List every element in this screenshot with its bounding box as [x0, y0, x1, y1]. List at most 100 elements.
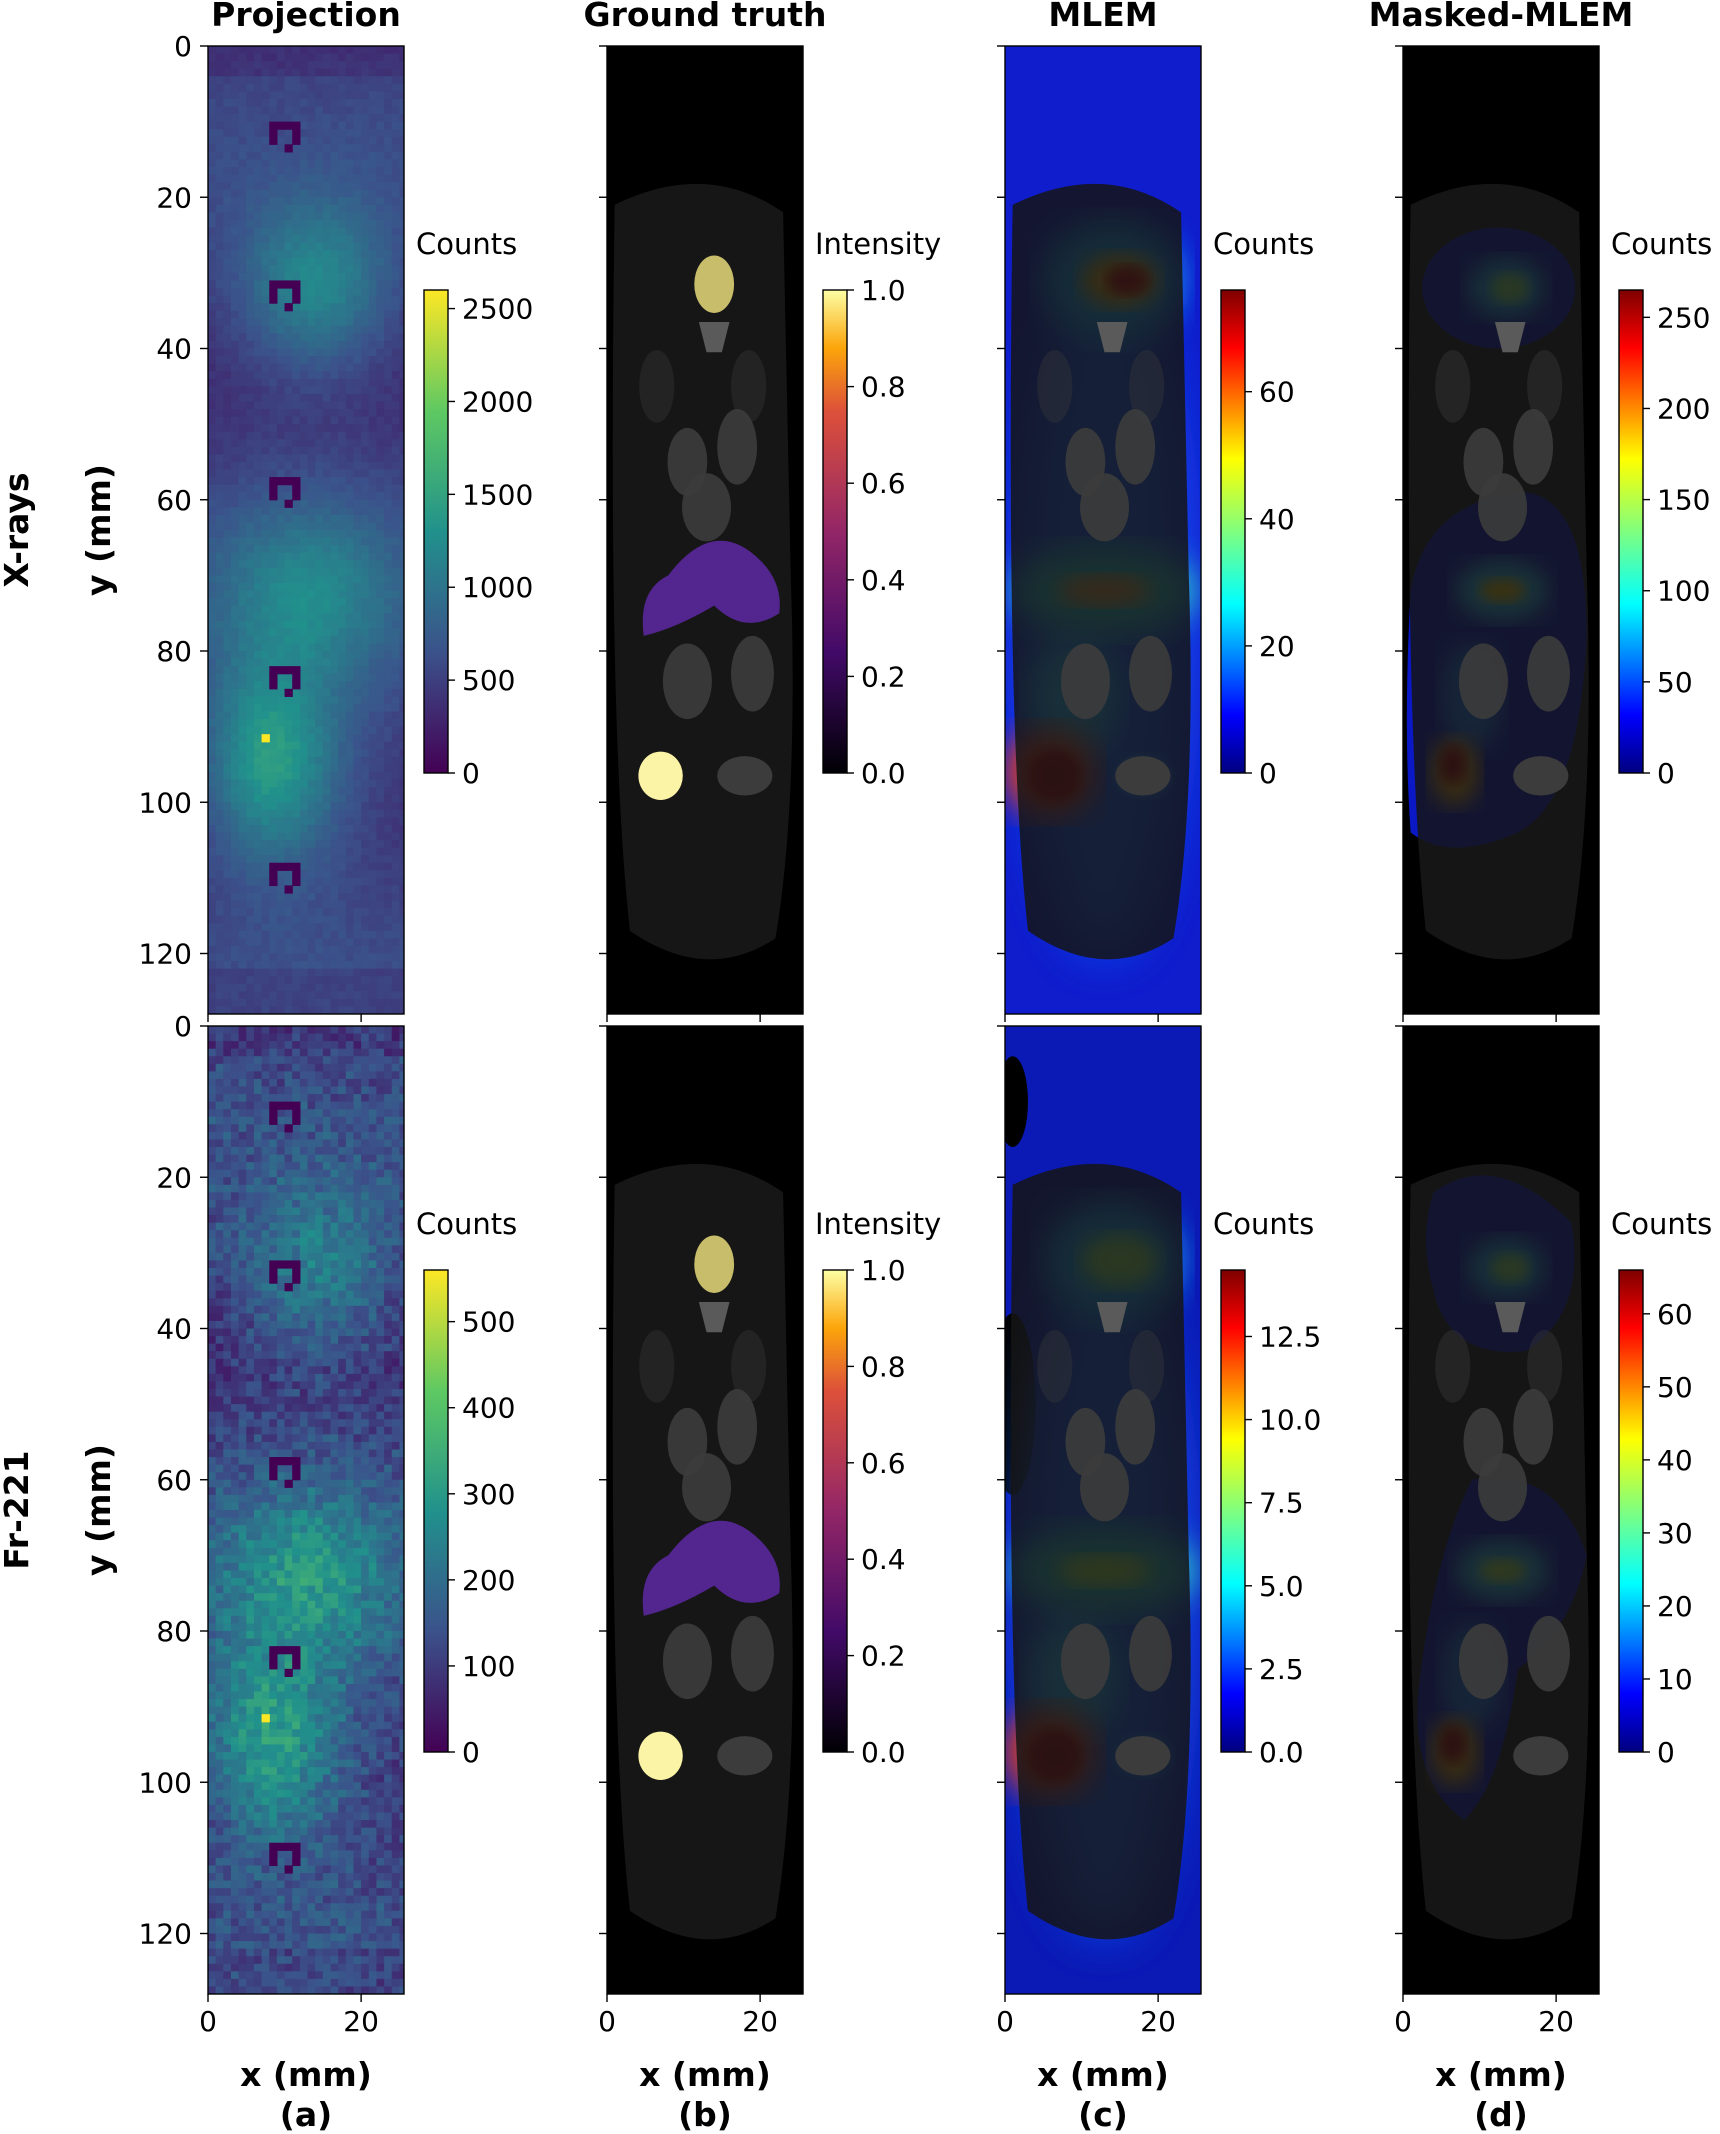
- projection-pixel: [299, 923, 309, 932]
- projection-pixel: [208, 976, 217, 985]
- projection-pixel: [223, 900, 232, 909]
- projection-pixel: [315, 272, 324, 282]
- projection-pixel: [208, 303, 217, 312]
- projection-pixel: [261, 930, 270, 939]
- projection-pixel: [345, 673, 355, 682]
- projection-pixel: [246, 719, 255, 728]
- projection-pixel: [322, 416, 332, 425]
- projection-pixel: [376, 477, 385, 486]
- projection-pixel: [230, 1903, 240, 1912]
- projection-pixel: [223, 340, 232, 350]
- projection-pixel: [246, 552, 255, 561]
- projection-pixel: [223, 174, 232, 183]
- projection-pixel: [246, 809, 255, 818]
- projection-pixel: [345, 930, 355, 939]
- projection-pixel: [353, 333, 362, 342]
- projection-pixel: [215, 688, 224, 697]
- projection-pixel: [223, 333, 232, 342]
- projection-pixel: [208, 1426, 217, 1435]
- projection-pixel: [238, 1116, 247, 1125]
- projection-pixel: [246, 1910, 255, 1919]
- projection-pixel: [269, 1169, 278, 1178]
- projection-pixel: [399, 658, 404, 667]
- projection-pixel: [391, 136, 401, 145]
- projection-pixel: [269, 787, 278, 796]
- projection-pixel: [269, 204, 278, 213]
- projection-pixel: [368, 847, 378, 856]
- projection-pixel: [284, 567, 293, 576]
- projection-pixel: [330, 204, 339, 213]
- projection-pixel: [223, 1320, 232, 1330]
- projection-pixel: [284, 605, 293, 614]
- colorbar-gradient: [822, 289, 848, 774]
- projection-pixel: [322, 371, 332, 380]
- projection-pixel: [368, 779, 378, 788]
- projection-pixel: [261, 945, 270, 955]
- projection-pixel: [261, 1162, 270, 1171]
- projection-pixel: [253, 1888, 263, 1897]
- projection-pixel: [307, 446, 316, 455]
- projection-pixel: [261, 915, 270, 924]
- projection-pixel: [269, 1389, 278, 1398]
- projection-pixel: [230, 1245, 240, 1254]
- projection-pixel: [292, 265, 301, 274]
- projection-pixel: [276, 635, 286, 645]
- projection-pixel: [208, 318, 217, 327]
- projection-pixel: [368, 651, 378, 660]
- projection-pixel: [246, 288, 255, 297]
- projection-pixel: [276, 794, 286, 803]
- colorbar-tick-label: 0: [462, 757, 480, 790]
- projection-pixel: [284, 409, 293, 418]
- projection-pixel: [223, 1525, 232, 1534]
- projection-pixel: [299, 174, 309, 183]
- projection-pixel: [253, 1366, 263, 1375]
- projection-pixel: [345, 197, 355, 206]
- projection-pixel: [322, 189, 332, 198]
- projection-pixel: [261, 129, 270, 138]
- projection-pixel: [215, 1404, 224, 1413]
- projection-pixel: [269, 908, 278, 917]
- projection-pixel: [208, 1661, 217, 1670]
- projection-pixel: [276, 840, 286, 849]
- projection-pixel: [399, 1006, 404, 1014]
- projection-pixel: [230, 1623, 240, 1632]
- projection-pixel: [269, 318, 278, 327]
- projection-pixel: [215, 151, 224, 161]
- projection-pixel: [284, 76, 293, 85]
- projection-pixel: [399, 998, 404, 1008]
- projection-pixel: [276, 696, 286, 705]
- projection-pixel: [276, 144, 286, 153]
- projection-pixel: [391, 83, 401, 92]
- projection-pixel: [269, 1071, 278, 1080]
- projection-pixel: [292, 756, 301, 766]
- projection-pixel: [230, 484, 240, 493]
- projection-pixel: [322, 567, 332, 576]
- projection-pixel: [322, 855, 332, 864]
- projection-pixel: [284, 424, 293, 433]
- projection-pixel: [246, 1555, 255, 1564]
- projection-pixel: [292, 658, 301, 667]
- projection-pixel: [399, 280, 404, 289]
- projection-pixel: [338, 893, 347, 902]
- projection-pixel: [238, 507, 247, 516]
- projection-pixel: [292, 1139, 301, 1148]
- projection-pixel: [269, 257, 278, 266]
- projection-pixel: [253, 144, 263, 153]
- projection-pixel: [269, 893, 278, 902]
- projection-pixel: [208, 673, 217, 682]
- projection-pixel: [208, 1283, 217, 1292]
- projection-pixel: [269, 250, 278, 259]
- projection-pixel: [353, 219, 362, 229]
- projection-pixel: [391, 499, 401, 508]
- projection-pixel: [238, 348, 247, 357]
- projection-pixel: [345, 552, 355, 561]
- projection-pixel: [230, 1449, 240, 1458]
- projection-pixel: [230, 741, 240, 750]
- projection-pixel: [261, 1593, 270, 1602]
- projection-pixel: [338, 272, 347, 282]
- projection-pixel: [253, 530, 263, 539]
- projection-pixel: [261, 1661, 270, 1670]
- projection-pixel: [276, 772, 286, 781]
- projection-pixel: [230, 1963, 240, 1972]
- projection-pixel: [322, 945, 332, 955]
